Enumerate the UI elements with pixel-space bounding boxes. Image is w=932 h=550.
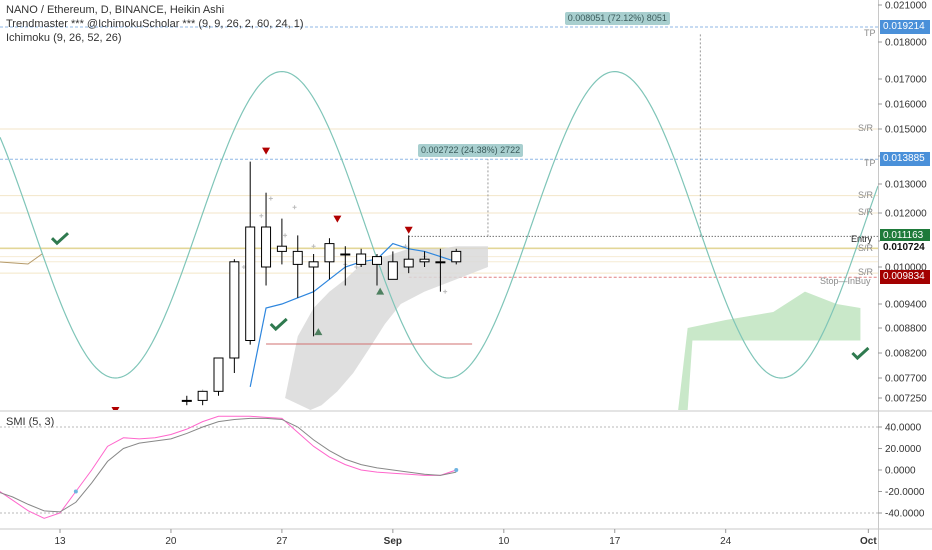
smi-tick-label: 0.0000 — [885, 466, 916, 477]
entry-label: Entry — [851, 234, 873, 245]
sell-marker — [333, 215, 342, 223]
trend-dot — [268, 196, 273, 201]
stop-label-extra: —InBuy — [838, 276, 871, 287]
trend-dot — [283, 233, 288, 238]
smi-tick-label: -20.0000 — [885, 487, 925, 498]
price-tick-label: 0.008800 — [885, 324, 927, 335]
sr-label: S/R — [858, 207, 874, 217]
candle-body — [308, 261, 319, 268]
stop-label-text: Stop — [820, 276, 839, 287]
smi-tick-label: -40.0000 — [885, 509, 925, 520]
candle-body — [340, 253, 351, 256]
prior-price-line — [0, 253, 43, 265]
ichimoku-legend: Ichimoku (9, 26, 52, 26) — [6, 32, 122, 44]
trend-dot — [241, 265, 246, 269]
time-tick-label: 20 — [165, 536, 177, 547]
price-tick-label: 0.010000 — [885, 263, 927, 274]
price-tick-label: 0.008200 — [885, 349, 927, 360]
smi-signal-line — [0, 417, 457, 513]
ichimoku-cloud-gray — [285, 246, 488, 410]
check-icon — [851, 346, 870, 361]
candle-body — [213, 357, 224, 392]
price-tick-label: 0.016000 — [885, 100, 927, 111]
candle-body — [229, 261, 240, 359]
candle-body — [292, 250, 303, 265]
trend-dot — [311, 244, 316, 249]
trend-dot — [443, 289, 448, 294]
candle-body — [387, 261, 398, 280]
tp-low-price-tag: 0.013885 — [880, 152, 930, 167]
price-tick-label: 0.017000 — [885, 75, 927, 86]
stop-price-tag: 0.009834 — [880, 270, 930, 285]
time-tick-label: 24 — [720, 536, 732, 547]
price-tick-label: 0.013000 — [885, 180, 927, 191]
current-price-tag: 0.010724 — [880, 241, 930, 256]
tp-high-price-tag: 0.019214 — [880, 20, 930, 35]
sr-label: S/R — [858, 123, 874, 133]
candle-body — [451, 250, 462, 263]
sell-marker — [262, 147, 271, 155]
sell-marker — [404, 226, 413, 234]
candle-body — [372, 256, 382, 265]
ma-line — [249, 242, 457, 388]
time-tick-label: Sep — [384, 536, 402, 547]
time-tick-label: 27 — [276, 536, 288, 547]
sr-label: S/R — [858, 189, 874, 200]
candle-body — [261, 226, 272, 268]
price-tick-label: 0.007250 — [885, 394, 927, 405]
smi-tick-label: 20.0000 — [885, 444, 922, 455]
sell-marker — [111, 407, 120, 410]
candle-body — [276, 245, 287, 252]
candle-body — [324, 243, 335, 263]
candle-body — [197, 390, 208, 401]
time-tick-label: Oct — [860, 536, 877, 547]
buy-marker — [376, 287, 385, 295]
sr-label: S/R — [858, 267, 874, 278]
check-icon — [50, 232, 70, 246]
price-tick-label: 0.012000 — [885, 209, 927, 220]
tp-low-label: TP — [864, 158, 876, 169]
buy-marker — [314, 328, 323, 336]
ichimoku-cloud-green — [678, 291, 861, 410]
candle-body — [356, 253, 367, 265]
time-tick-label: 17 — [609, 536, 621, 547]
tp-high-label: TP — [864, 28, 876, 39]
price-tick-label: 0.018000 — [885, 38, 927, 49]
trend-dot — [354, 265, 359, 269]
chart-title: NANO / Ethereum, D, BINANCE, Heikin Ashi — [6, 4, 225, 16]
time-tick-label: 13 — [54, 536, 66, 547]
candle-body — [403, 258, 414, 268]
candle-body — [181, 399, 192, 402]
sr-label: S/R — [858, 242, 874, 253]
trendmaster-legend: Trendmaster *** @IchimokuScholar *** (9,… — [6, 18, 304, 30]
price-tick-label: 0.021000 — [885, 1, 927, 12]
trend-dot — [292, 205, 297, 210]
trend-dot — [259, 213, 264, 218]
smi-cross-dot — [73, 489, 78, 494]
smi-line — [0, 415, 457, 519]
candle-body — [419, 258, 430, 263]
entry-price-tag: 0.011163 — [880, 229, 930, 244]
smi-cross-dot — [454, 468, 459, 472]
candle-body — [245, 226, 256, 341]
smi-tick-label: 40.0000 — [885, 423, 922, 434]
smi-legend: SMI (5, 3) — [6, 416, 55, 428]
time-tick-label: 10 — [498, 536, 510, 547]
price-tick-label: 0.009400 — [885, 300, 927, 311]
candle-body — [435, 261, 446, 264]
price-tick-label: 0.007700 — [885, 374, 927, 385]
tp-high-annotation: 0.008051 (72.12%) 8051 — [564, 12, 670, 26]
tp-low-annotation: 0.002722 (24.38%) 2722 — [418, 143, 524, 157]
check-icon — [269, 317, 288, 332]
stop-label: Stop—InBuy — [820, 276, 871, 286]
price-tick-label: 0.015000 — [885, 125, 927, 136]
sine-wave — [0, 70, 878, 379]
